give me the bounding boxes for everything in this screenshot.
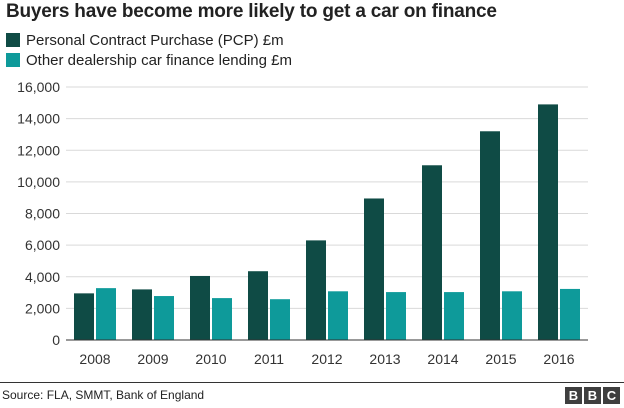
bar-pcp [480,131,500,340]
bbc-logo: B B C [563,387,620,404]
bar-pcp [74,293,94,340]
bar-other [212,298,232,340]
legend-label-other: Other dealership car finance lending £m [26,51,292,69]
y-tick-label: 14,000 [17,111,60,127]
bbc-logo-block: C [603,387,620,404]
y-tick-label: 12,000 [17,142,60,158]
chart-title: Buyers have become more likely to get a … [6,1,497,22]
bar-other [560,288,580,340]
legend: Personal Contract Purchase (PCP) £m Othe… [6,30,292,70]
legend-swatch-other [6,53,20,67]
bbc-logo-block: B [584,387,601,404]
source-note: Source: FLA, SMMT, Bank of England [2,388,205,402]
bar-other [154,296,174,340]
bar-other [328,291,348,340]
x-tick-label: 2013 [369,351,400,367]
y-tick-label: 0 [52,332,60,348]
y-tick-label: 16,000 [17,79,60,95]
bar-other [386,292,406,340]
y-tick-label: 4,000 [25,269,60,285]
x-tick-label: 2014 [427,351,458,367]
y-tick-label: 8,000 [25,206,60,222]
bar-other [502,291,522,340]
bar-other [96,288,116,340]
x-tick-label: 2010 [195,351,226,367]
bar-pcp [248,271,268,340]
legend-label-pcp: Personal Contract Purchase (PCP) £m [26,31,284,49]
bar-pcp [132,289,152,340]
bar-other [444,292,464,340]
footer-divider [0,382,624,383]
x-tick-label: 2015 [485,351,516,367]
bar-pcp [306,240,326,340]
legend-swatch-pcp [6,33,20,47]
bar-pcp [422,165,442,340]
x-tick-label: 2011 [254,351,284,367]
legend-item-pcp: Personal Contract Purchase (PCP) £m [6,30,292,50]
y-tick-label: 2,000 [25,300,60,316]
x-tick-label: 2012 [311,351,342,367]
y-tick-label: 6,000 [25,237,60,253]
y-tick-label: 10,000 [17,174,60,190]
bar-pcp [190,275,210,340]
x-tick-label: 2009 [137,351,168,367]
bbc-logo-block: B [565,387,582,404]
x-tick-label: 2008 [79,351,110,367]
bar-pcp [364,198,384,340]
bar-pcp [538,104,558,340]
bar-other [270,299,290,340]
legend-item-other: Other dealership car finance lending £m [6,50,292,70]
x-tick-label: 2016 [543,351,574,367]
